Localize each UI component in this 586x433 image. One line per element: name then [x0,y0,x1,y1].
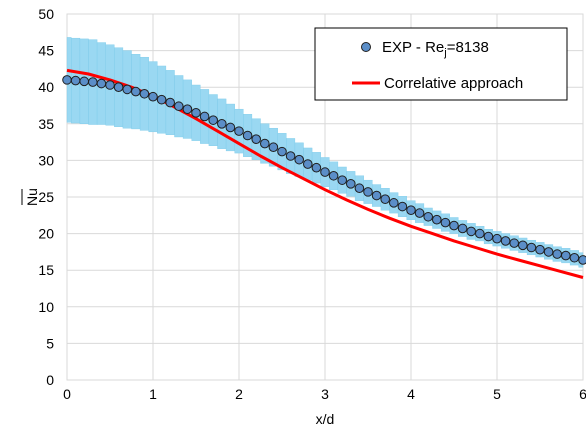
exp-data-point [79,76,89,87]
y-tick-label: 0 [46,372,54,388]
y-tick-label: 30 [38,152,54,168]
exp-data-point [208,115,218,125]
x-tick-label: 6 [579,386,586,402]
y-tick-label: 50 [38,6,54,22]
exp-data-point [578,255,586,265]
exp-data-point [139,88,150,99]
exp-data-point [397,201,408,212]
y-tick-label: 45 [38,43,54,59]
exp-data-point [569,252,580,263]
legend-exp-marker [361,42,371,52]
x-tick-label: 0 [63,386,71,402]
exp-data-point [535,244,545,255]
exp-data-point [234,126,244,136]
exp-data-point [122,84,132,95]
y-tick-label: 5 [46,335,54,351]
exp-data-point [354,183,365,194]
y-tick-label: 35 [38,116,54,132]
exp-data-point [509,238,520,248]
exp-data-point [406,205,416,215]
exp-data-point [96,78,107,89]
exp-data-point [260,138,270,149]
grid [66,13,584,381]
exp-data-point [251,134,262,144]
x-axis-title: x/d [316,411,335,427]
exp-data-point [389,198,399,208]
legend-box [314,27,568,101]
exp-data-point [294,154,305,165]
x-tick-label: 2 [235,386,243,402]
y-tick-label: 10 [38,299,54,315]
x-tick-label: 4 [407,386,415,402]
y-tick-label: 15 [38,262,54,278]
legend-line-label: Correlative approach [384,75,523,92]
exp-data-point [277,146,287,157]
exp-data-point [113,82,124,92]
exp-markers [62,75,586,265]
x-tick-label: 1 [149,386,157,402]
exp-data-point [337,175,348,185]
exp-data-point [475,228,485,239]
exp-data-point [500,236,511,246]
exp-data-point [518,240,528,251]
exp-data-point [449,220,459,231]
exp-data-point [543,247,554,257]
exp-data-point [311,162,322,173]
exp-data-point [105,80,115,90]
exp-data-point [414,208,425,218]
exp-data-point [492,233,502,244]
y-tick-label: 40 [38,79,54,95]
exp-data-point [320,167,330,177]
exp-data-point [303,159,313,169]
y-tick-label: 25 [38,189,54,205]
exp-data-point [191,108,201,118]
exp-data-point [457,223,468,234]
exp-data-point [552,249,563,259]
exp-data-point [62,75,72,85]
exp-data-point [242,130,253,141]
exp-data-point [268,142,279,153]
plot-border [66,13,584,381]
x-tick-label: 3 [321,386,329,402]
exp-data-point [148,91,158,102]
exp-data-point [363,187,373,197]
exp-data-point [225,122,236,133]
exp-data-point [466,226,477,237]
exp-data-point [131,86,141,97]
y-axis-title: Nu [24,188,40,206]
exp-data-point [440,217,451,228]
legend-exp-label: EXP - Rej=8138 [382,39,489,59]
exp-data-point [285,151,296,161]
exp-data-point [174,101,184,112]
exp-data-point [70,75,81,86]
x-tick-label: 5 [493,386,501,402]
exp-data-point [346,179,356,189]
exp-data-point [182,104,193,114]
exp-data-point [328,170,339,181]
exp-data-point [561,250,571,261]
exp-data-point [432,214,442,225]
exp-data-point [423,211,434,222]
exp-data-point [217,119,227,129]
exp-data-point [483,231,494,242]
y-tick-label: 20 [38,226,54,242]
exp-data-point [88,77,98,87]
exp-data-point [165,97,175,108]
exp-data-point [156,94,167,105]
exp-data-point [526,242,537,253]
exp-data-point [371,190,382,201]
exp-data-point [199,111,210,122]
legend: EXP - Rej=8138 Correlative approach [314,27,568,101]
exp-data-point [380,194,391,204]
